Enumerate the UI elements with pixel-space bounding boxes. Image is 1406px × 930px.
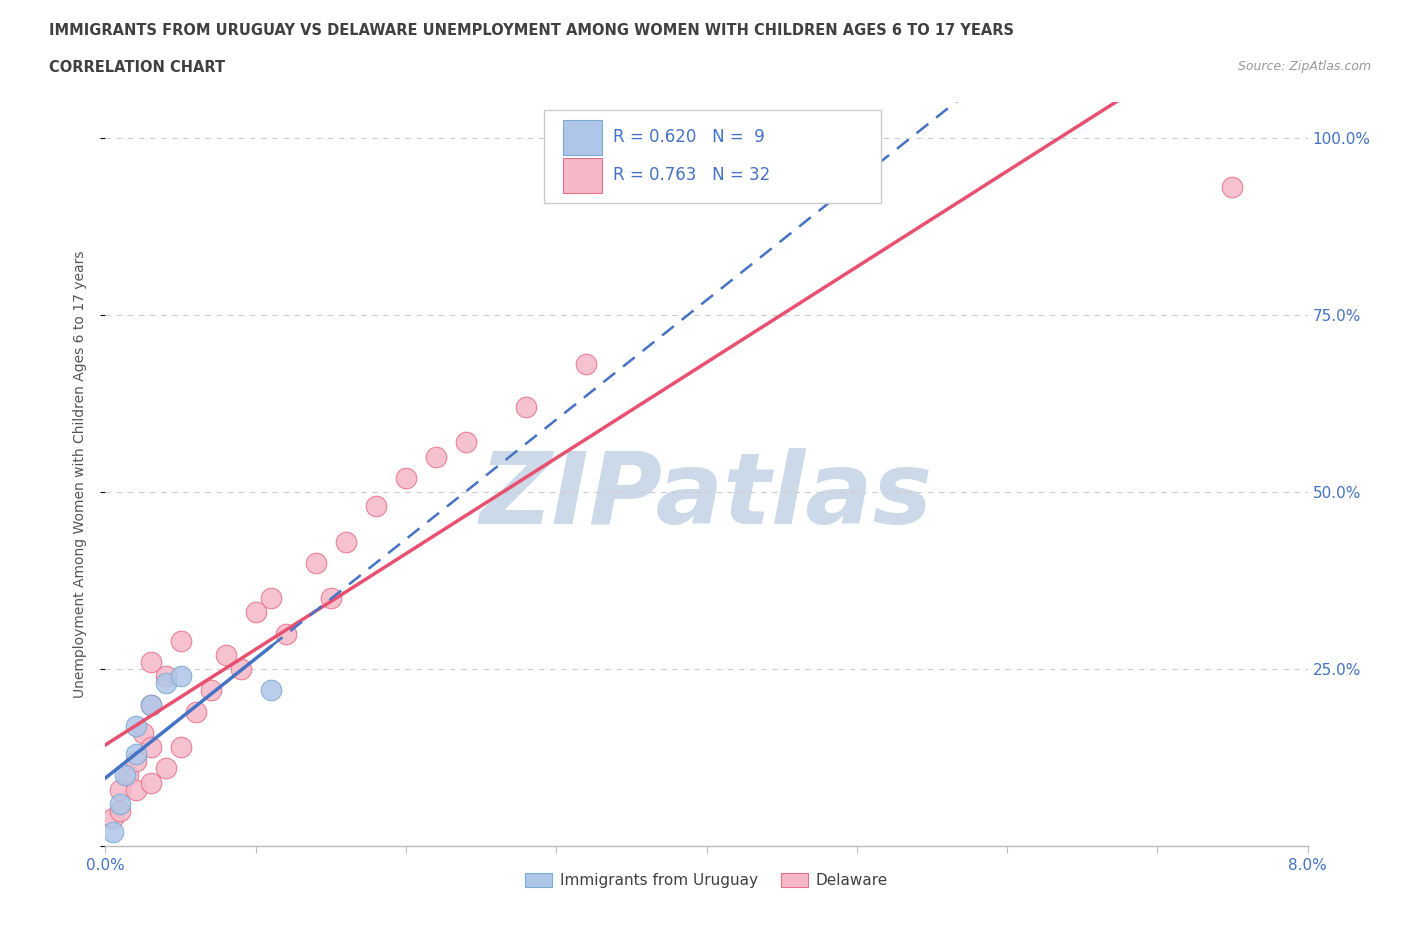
Point [184, 704, 207, 719]
Point [124, 747, 146, 762]
Point [305, 555, 328, 570]
Point [260, 591, 283, 605]
Point [515, 400, 537, 415]
Point [274, 626, 297, 641]
Point [200, 683, 222, 698]
Point [124, 718, 146, 733]
Text: IMMIGRANTS FROM URUGUAY VS DELAWARE UNEMPLOYMENT AMONG WOMEN WITH CHILDREN AGES : IMMIGRANTS FROM URUGUAY VS DELAWARE UNEM… [49, 23, 1014, 38]
Point [575, 357, 598, 372]
Point [139, 775, 162, 790]
Point [155, 669, 177, 684]
FancyBboxPatch shape [564, 120, 602, 155]
Point [169, 669, 191, 684]
Point [110, 804, 132, 818]
Point [110, 796, 132, 811]
Point [110, 782, 132, 797]
Point [364, 498, 387, 513]
Y-axis label: Unemployment Among Women with Children Ages 6 to 17 years: Unemployment Among Women with Children A… [73, 250, 87, 698]
Point [169, 633, 191, 648]
Text: R = 0.620   N =  9: R = 0.620 N = 9 [613, 128, 765, 146]
Point [1222, 179, 1244, 194]
Point [395, 471, 418, 485]
Text: CORRELATION CHART: CORRELATION CHART [49, 60, 225, 75]
Point [124, 754, 146, 769]
Point [139, 739, 162, 754]
Point [155, 761, 177, 776]
Point [169, 739, 191, 754]
Point [454, 435, 477, 450]
Point [124, 782, 146, 797]
Point [245, 605, 267, 620]
Point [117, 768, 139, 783]
Point [229, 662, 252, 677]
Text: Source: ZipAtlas.com: Source: ZipAtlas.com [1237, 60, 1371, 73]
Legend: Immigrants from Uruguay, Delaware: Immigrants from Uruguay, Delaware [519, 867, 894, 895]
Point [260, 683, 283, 698]
Point [114, 768, 136, 783]
Point [101, 811, 124, 826]
FancyBboxPatch shape [564, 157, 602, 193]
Point [132, 725, 155, 740]
Point [101, 825, 124, 840]
FancyBboxPatch shape [544, 110, 880, 203]
Point [155, 676, 177, 691]
Point [139, 655, 162, 670]
Point [425, 449, 447, 464]
Text: R = 0.763   N = 32: R = 0.763 N = 32 [613, 166, 770, 184]
Text: ZIPatlas: ZIPatlas [479, 448, 934, 545]
Point [319, 591, 342, 605]
Point [139, 698, 162, 712]
Point [335, 534, 357, 549]
Point [214, 647, 236, 662]
Point [139, 698, 162, 712]
